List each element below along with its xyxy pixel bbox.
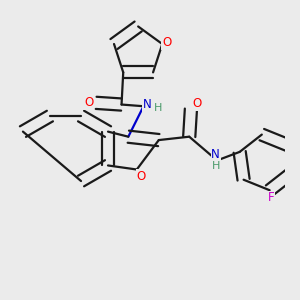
Text: N: N xyxy=(211,148,220,161)
Text: F: F xyxy=(268,191,274,204)
Text: O: O xyxy=(84,96,93,109)
Text: N: N xyxy=(142,98,151,111)
Text: O: O xyxy=(192,98,202,110)
Text: O: O xyxy=(162,37,171,50)
Text: H: H xyxy=(154,103,163,112)
Text: O: O xyxy=(136,170,146,183)
Text: H: H xyxy=(212,161,220,172)
